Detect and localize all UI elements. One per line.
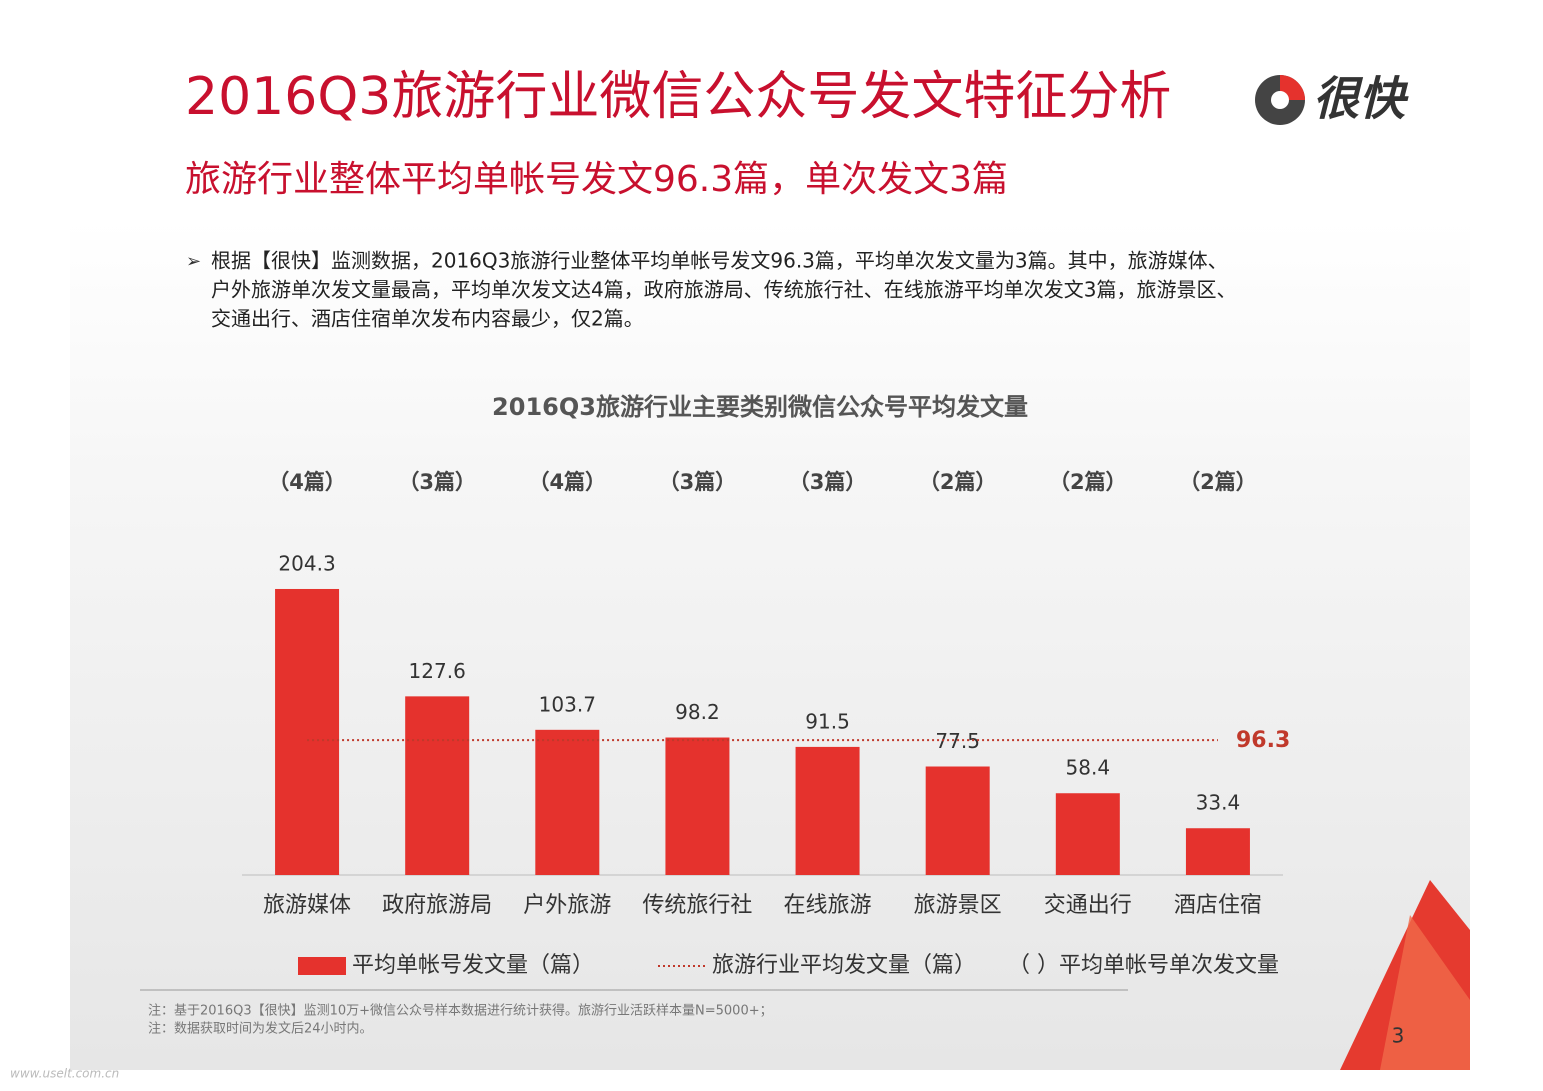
legend-label: 平均单帐号发文量（篇） [352,953,594,978]
watermark: www.uselt.com.cn [10,1067,119,1081]
data-label: 58.4 [1066,756,1111,780]
chart-title: 2016Q3旅游行业主要类别微信公众号平均发文量 [492,393,1028,421]
legend-swatch [298,957,346,975]
per-post-label: （2篇） [919,470,997,494]
bar [405,696,470,875]
x-tick-label: 酒店住宿 [1174,893,1262,918]
bullet-line: 根据【很快】监测数据，2016Q3旅游行业整体平均单帐号发文96.3篇，平均单次… [211,249,1228,273]
per-post-label: （2篇） [1049,470,1127,494]
title: 2016Q3旅游行业微信公众号发文特征分析 [185,67,1171,127]
subtitle: 旅游行业整体平均单帐号发文96.3篇，单次发文3篇 [185,159,1008,200]
x-tick-label: 旅游景区 [914,893,1002,918]
logo-text: 很快 [1313,72,1409,126]
x-tick-label: 在线旅游 [784,893,872,918]
x-tick-label: 政府旅游局 [382,893,492,918]
bullet-icon: ➢ [186,251,201,272]
x-tick-label: 户外旅游 [523,893,611,918]
per-post-label: （3篇） [789,470,867,494]
bar [1185,828,1250,875]
bullet-line: 交通出行、酒店住宿单次发布内容最少，仅2篇。 [211,307,644,331]
per-post-label: （3篇） [398,470,476,494]
bar [275,588,340,875]
bar [925,766,990,875]
note: 注：基于2016Q3【很快】监测10万+微信公众号样本数据进行统计获得。旅游行业… [148,1003,773,1019]
x-tick-label: 旅游媒体 [263,893,351,918]
logo: 很快 [1255,72,1409,126]
bullet-line: 户外旅游单次发文量最高，平均单次发文达4篇，政府旅游局、传统旅行社、在线旅游平均… [211,278,1236,302]
page-number: 3 [1392,1024,1405,1048]
data-label: 103.7 [539,692,596,716]
per-post-label: （4篇） [268,470,346,494]
logo-icon [1271,91,1289,109]
legend-label: 旅游行业平均发文量（篇） [712,953,976,978]
bar [665,737,730,875]
average-label: 96.3 [1236,728,1290,753]
data-label: 91.5 [805,709,850,733]
per-post-label: （2篇） [1179,470,1257,494]
chart: 旅游媒体 （4篇） 204.3 政府旅游局 （3篇） 127.6 户外旅游 （4篇） 103.7… [242,470,1290,978]
data-label: 33.4 [1196,791,1241,815]
per-post-label: （3篇） [659,470,737,494]
note: 注：数据获取时间为发文后24小时内。 [148,1021,373,1037]
bar [795,746,860,875]
data-label: 127.6 [409,659,466,683]
deco [1380,915,1470,1070]
per-post-label: （4篇） [529,470,607,494]
bar [1055,793,1120,875]
x-tick-label: 传统旅行社 [642,893,752,918]
x-tick-label: 交通出行 [1044,893,1132,918]
data-label: 204.3 [278,551,335,575]
bar [535,729,600,875]
legend-label: （ ）平均单帐号单次发文量 [1008,953,1279,978]
data-label: 98.2 [675,700,720,724]
